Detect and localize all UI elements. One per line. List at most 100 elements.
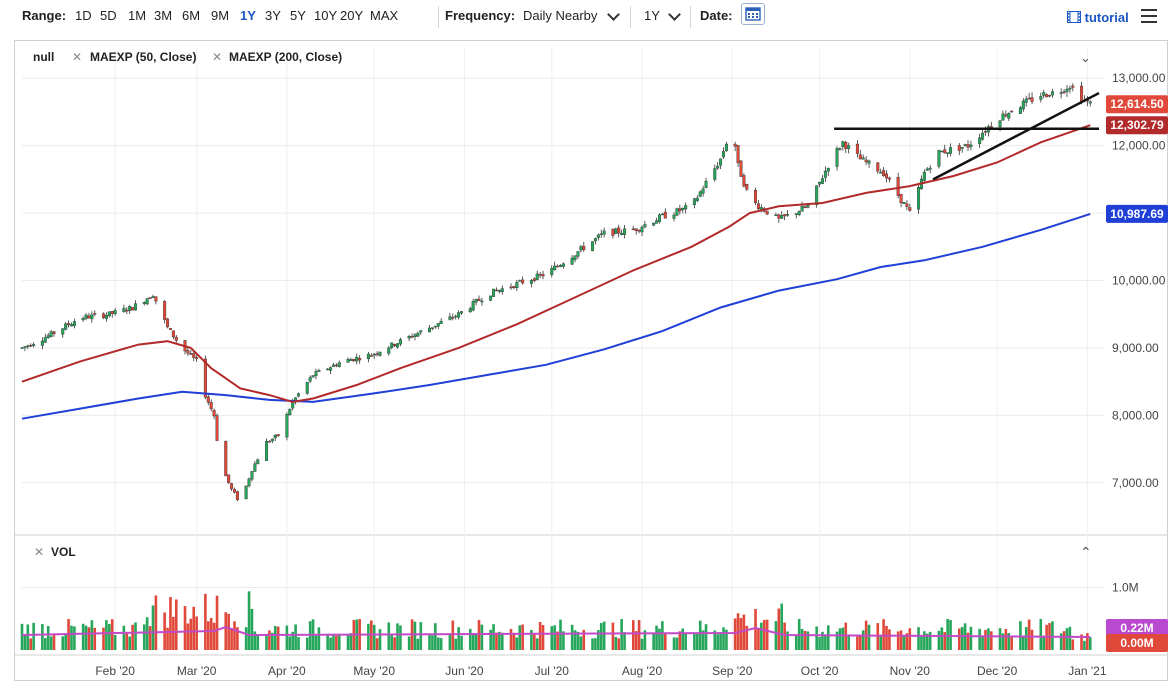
hamburger-menu-icon[interactable]	[1141, 9, 1157, 23]
range-button-6m[interactable]: 6M	[182, 8, 201, 23]
volume-bar	[128, 636, 131, 650]
volume-bar	[838, 628, 842, 650]
range-button-20y[interactable]: 20Y	[340, 8, 364, 23]
remove-study-ma50-icon[interactable]: ✕	[72, 50, 83, 64]
volume-bar	[794, 635, 798, 650]
volume-bar	[713, 630, 717, 650]
volume-bar	[1083, 640, 1086, 650]
chart-svg: 13,000.0012,000.0011,000.0010,000.009,00…	[14, 40, 1168, 681]
price-tick-label: 8,000.00	[1112, 408, 1159, 422]
volume-bar	[434, 623, 437, 650]
volume-bar	[1039, 618, 1043, 650]
volume-bar	[291, 631, 295, 650]
volume-bar	[110, 619, 114, 650]
volume-bar	[474, 634, 478, 650]
volume-bar	[573, 630, 577, 650]
candle-body	[617, 227, 621, 234]
volume-bar	[195, 616, 198, 650]
volume-bar	[774, 621, 778, 650]
volume-bar	[928, 631, 932, 650]
candle-body	[826, 167, 830, 172]
range-button-1m[interactable]: 1M	[128, 8, 147, 23]
candle-body	[847, 145, 851, 149]
candle-body	[308, 377, 312, 382]
volume-bar	[509, 628, 513, 650]
volume-bar	[393, 637, 396, 650]
range-button-3m[interactable]: 3M	[154, 8, 173, 23]
candle-body	[154, 296, 158, 302]
volume-bar	[428, 635, 431, 650]
toolbar-divider	[630, 6, 631, 28]
range-button-5d[interactable]: 5D	[100, 8, 117, 23]
volume-bar	[387, 622, 391, 650]
tutorial-link[interactable]: tutorial	[1067, 10, 1129, 25]
candle-body	[215, 415, 219, 441]
volume-bar	[108, 624, 111, 650]
volume-bar	[212, 622, 216, 650]
range-button-1d[interactable]: 1D	[75, 8, 92, 23]
volume-bar	[189, 618, 193, 650]
candle-body	[692, 198, 696, 205]
volume-bar	[716, 634, 719, 650]
legend-volume: VOL	[51, 545, 76, 559]
price-badge-bg	[1106, 95, 1168, 114]
range-button-1y[interactable]: 1Y	[240, 8, 256, 23]
volume-bar	[297, 637, 300, 650]
candle-body	[163, 301, 167, 320]
volume-bar	[652, 632, 655, 650]
time-tick-label: Sep '20	[712, 664, 753, 678]
volume-bar	[1065, 628, 1069, 650]
candle-body	[433, 325, 437, 328]
candle-body	[192, 353, 196, 358]
candle-body	[212, 410, 216, 417]
candle-body	[917, 186, 921, 210]
volume-bar	[131, 624, 134, 650]
candle-body	[509, 286, 513, 289]
chevron-down-icon[interactable]	[668, 8, 681, 21]
volume-bar	[1024, 627, 1028, 650]
candle-body	[1088, 101, 1092, 104]
candle-body	[806, 205, 810, 208]
volume-bar	[20, 623, 24, 650]
chevron-down-icon[interactable]	[607, 8, 620, 21]
calendar-button[interactable]	[741, 3, 765, 25]
candle-body	[1027, 97, 1031, 100]
range-button-9m[interactable]: 9M	[211, 8, 230, 23]
candle-body	[611, 228, 615, 236]
candle-body	[413, 334, 417, 338]
period-select[interactable]: 1Y	[644, 8, 660, 23]
range-button-max[interactable]: MAX	[370, 8, 399, 23]
remove-volume-icon[interactable]: ✕	[34, 545, 45, 559]
volume-bar	[183, 606, 187, 650]
price-tick-label: 7,000.00	[1112, 476, 1159, 490]
candle-body	[151, 296, 155, 298]
volume-bar	[541, 625, 545, 650]
volume-bar	[431, 635, 434, 650]
candle-body	[634, 228, 638, 232]
candle-body	[489, 295, 493, 301]
collapse-volume-chevron-icon[interactable]: ⌃	[1080, 544, 1092, 560]
candle-body	[797, 211, 801, 215]
volume-bar	[148, 626, 152, 650]
candle-body	[186, 350, 190, 354]
candle-body	[148, 297, 152, 299]
range-button-10y[interactable]: 10Y	[314, 8, 338, 23]
volume-bar	[73, 626, 76, 650]
volume-bar	[314, 635, 318, 650]
time-tick-label: Apr '20	[268, 664, 306, 678]
remove-study-ma200-icon[interactable]: ✕	[212, 50, 223, 64]
range-button-3y[interactable]: 3Y	[265, 8, 281, 23]
range-button-5y[interactable]: 5Y	[290, 8, 306, 23]
date-label: Date:	[700, 8, 733, 23]
candle-body	[128, 305, 132, 311]
candle-body	[643, 224, 647, 228]
volume-bar	[826, 625, 830, 650]
volume-bar	[806, 631, 810, 650]
collapse-legend-chevron-icon[interactable]: ⌄	[1080, 50, 1091, 65]
volume-bar	[937, 630, 941, 650]
candle-body	[736, 145, 740, 164]
frequency-select[interactable]: Daily Nearby	[523, 8, 598, 23]
volume-bar	[1007, 633, 1011, 650]
volume-bar	[84, 625, 88, 650]
volume-bar	[905, 633, 909, 650]
